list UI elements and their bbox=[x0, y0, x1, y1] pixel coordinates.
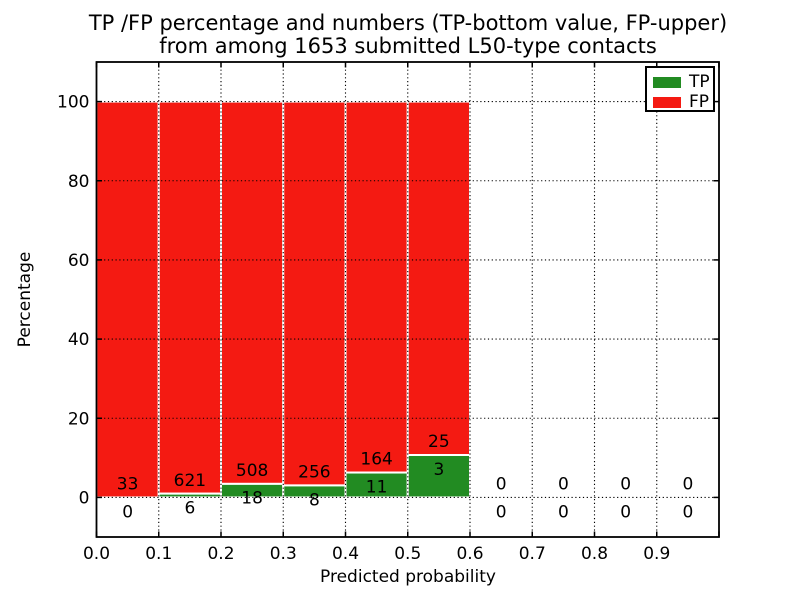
tp-count-label: 0 bbox=[496, 502, 507, 522]
x-tick-label: 0.5 bbox=[394, 544, 421, 564]
fp-count-label: 33 bbox=[117, 475, 139, 495]
y-axis-label: Percentage bbox=[15, 252, 35, 348]
tp-count-label: 0 bbox=[122, 502, 133, 522]
tp-count-label: 0 bbox=[558, 502, 569, 522]
fp-bar-segment bbox=[95, 100, 160, 499]
chart-title-line1: TP /FP percentage and numbers (TP-bottom… bbox=[88, 11, 727, 35]
x-tick-label: 0.6 bbox=[456, 544, 483, 564]
x-tick-label: 0.2 bbox=[207, 544, 234, 564]
x-tick-label: 0.9 bbox=[643, 544, 670, 564]
y-tick-label: 100 bbox=[57, 93, 89, 113]
fp-count-label: 0 bbox=[620, 475, 631, 495]
x-axis-label: Predicted probability bbox=[320, 567, 496, 587]
fp-legend-label: FP bbox=[689, 91, 710, 112]
x-tick-label: 0.0 bbox=[83, 544, 110, 564]
tp-count-label: 0 bbox=[620, 502, 631, 522]
y-tick-label: 60 bbox=[68, 251, 90, 271]
tp-count-label: 8 bbox=[309, 490, 320, 510]
x-tick-label: 0.8 bbox=[581, 544, 608, 564]
fp-bar-segment bbox=[282, 100, 347, 487]
fp-count-label: 256 bbox=[298, 463, 330, 483]
fp-bar-segment bbox=[344, 100, 409, 474]
fp-legend-swatch bbox=[653, 96, 681, 108]
tp-bar-segment bbox=[157, 492, 222, 499]
tp-legend-swatch bbox=[653, 76, 681, 88]
tp-legend-label: TP bbox=[689, 71, 710, 92]
x-tick-label: 0.4 bbox=[332, 544, 359, 564]
y-tick-label: 0 bbox=[79, 488, 90, 508]
x-tick-label: 0.3 bbox=[270, 544, 297, 564]
fp-count-label: 164 bbox=[360, 450, 392, 470]
fp-bar-segment bbox=[406, 100, 471, 457]
y-tick-label: 40 bbox=[68, 330, 90, 350]
legend-item-fp: FP bbox=[653, 92, 713, 112]
fp-count-label: 25 bbox=[428, 432, 450, 452]
fp-count-label: 621 bbox=[174, 471, 206, 491]
axes-layer: 0.0 0.1 0.2 0.3 0.4 0.5 0.6 0.7 0.8 0.90204060801… bbox=[57, 61, 720, 564]
fp-count-label: 0 bbox=[682, 475, 693, 495]
y-tick-label: 80 bbox=[68, 172, 90, 192]
tp-count-label: 6 bbox=[184, 498, 195, 518]
bar-count-labels-layer: 33 0 621 6 508 18 256 8 164 11 25 3 0 0 0 0 0 0 0 0 bbox=[117, 432, 693, 522]
grid-layer bbox=[96, 62, 719, 537]
fp-count-label: 0 bbox=[496, 475, 507, 495]
fp-count-label: 508 bbox=[236, 461, 268, 481]
tp-count-label: 0 bbox=[682, 502, 693, 522]
x-tick-label: 0.7 bbox=[519, 544, 546, 564]
legend-item-tp: TP bbox=[653, 72, 713, 92]
x-tick-label: 0.1 bbox=[145, 544, 172, 564]
fp-bar-segment bbox=[220, 100, 285, 485]
fp-count-label: 0 bbox=[558, 475, 569, 495]
tp-count-label: 3 bbox=[433, 460, 444, 480]
tp-count-label: 11 bbox=[366, 477, 388, 497]
y-tick-label: 20 bbox=[68, 409, 90, 429]
fp-bar-segment bbox=[157, 100, 222, 495]
tp-count-label: 18 bbox=[241, 489, 263, 509]
legend: TP FP bbox=[645, 66, 715, 112]
chart-title-line2: from among 1653 submitted L50-type conta… bbox=[159, 34, 657, 58]
